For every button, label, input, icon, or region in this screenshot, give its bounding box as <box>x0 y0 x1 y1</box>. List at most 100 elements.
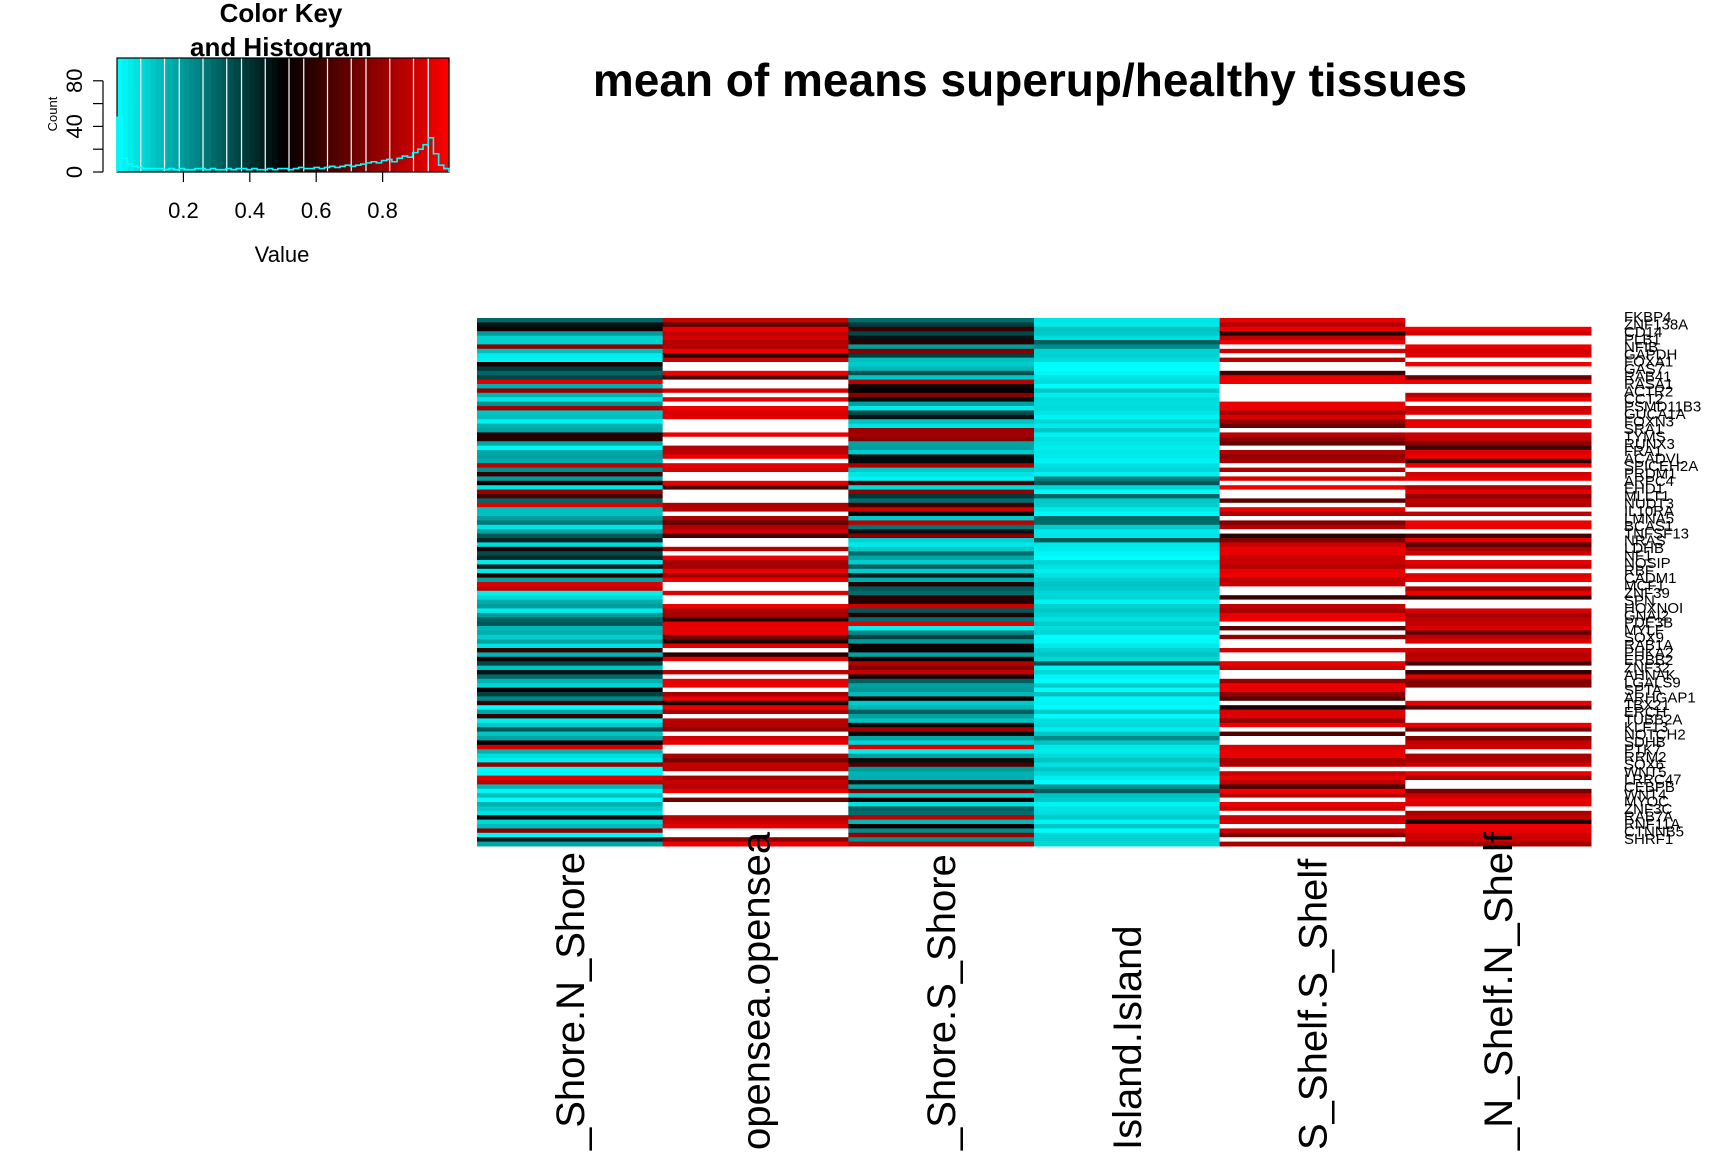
heatmap-cell <box>1034 542 1221 548</box>
color-key-swatch <box>371 58 378 172</box>
heatmap-cell <box>662 441 849 447</box>
heatmap-cell <box>477 366 664 372</box>
heatmap-cell <box>1219 326 1406 332</box>
heatmap-cell <box>1034 630 1221 636</box>
heatmap-cell <box>1219 432 1406 438</box>
heatmap-cell <box>477 582 664 587</box>
row-label: CCT2 <box>1624 391 1663 408</box>
heatmap-cell <box>662 410 849 416</box>
heatmap-cell <box>477 577 664 583</box>
heatmap-cell <box>1034 529 1221 535</box>
heatmap-cell <box>662 419 849 425</box>
heatmap-cell <box>848 520 1035 526</box>
heatmap-cell <box>662 797 849 803</box>
heatmap-cell <box>477 485 664 491</box>
heatmap-cell <box>1219 692 1406 697</box>
row-label: SPTA <box>1624 682 1662 699</box>
color-key-xtick-label: 0.6 <box>301 198 332 223</box>
heatmap-cell <box>1219 731 1406 737</box>
heatmap-cell <box>1219 489 1406 495</box>
chart-title: mean of means superup/healthy tissues <box>593 54 1467 106</box>
heatmap-cell <box>662 546 849 552</box>
color-key-swatch <box>382 58 389 172</box>
heatmap-cell <box>1034 758 1221 763</box>
color-key-swatch <box>177 58 184 172</box>
heatmap-cell <box>477 665 664 671</box>
heatmap-cell <box>477 546 664 552</box>
heatmap-cell <box>477 604 664 609</box>
heatmap-cell <box>1219 520 1406 526</box>
row-label: NFIB <box>1624 339 1658 356</box>
row-label: WNT5 <box>1624 764 1667 781</box>
heatmap-cell <box>1405 810 1592 816</box>
row-label: IL10RA <box>1624 503 1674 520</box>
heatmap-cell <box>848 502 1035 508</box>
heatmap-cell <box>1219 516 1406 521</box>
heatmap-cell <box>1405 340 1592 345</box>
heatmap-cell <box>477 423 664 429</box>
heatmap-cell <box>1405 784 1592 790</box>
color-key-swatch <box>288 58 295 172</box>
row-label: SHRF1 <box>1624 831 1673 848</box>
heatmap-cell <box>1034 564 1221 570</box>
heatmap-cell <box>662 802 849 807</box>
row-label: BCAS1 <box>1624 518 1673 535</box>
heatmap-cell <box>1034 718 1221 724</box>
heatmap-cell <box>1405 450 1592 455</box>
heatmap-cell <box>1219 357 1406 363</box>
row-label: ZNF3C <box>1624 801 1673 818</box>
heatmap-cell <box>1034 819 1221 825</box>
heatmap-cell <box>1219 401 1406 407</box>
heatmap-cell <box>477 340 664 345</box>
heatmap-cell <box>477 564 664 570</box>
heatmap-cell <box>1219 700 1406 706</box>
heatmap-cell <box>848 401 1035 407</box>
heatmap-cell <box>477 454 664 460</box>
heatmap-cell <box>1034 318 1221 323</box>
heatmap-cell <box>662 604 849 609</box>
heatmap-cell <box>1405 432 1592 438</box>
color-key-histogram-line <box>116 116 450 172</box>
heatmap-cell <box>662 758 849 763</box>
heatmap-cell <box>1219 652 1406 658</box>
heatmap-cell <box>662 463 849 469</box>
heatmap-cell <box>1034 621 1221 627</box>
row-label: SRA1 <box>1624 421 1663 438</box>
heatmap-cell <box>1405 322 1592 328</box>
heatmap-cell <box>1219 463 1406 469</box>
row-label: RNF11A <box>1624 816 1680 833</box>
heatmap-cell <box>1405 626 1592 631</box>
color-key-swatch <box>216 58 223 172</box>
heatmap-cell <box>477 379 664 385</box>
heatmap-cell <box>477 740 664 746</box>
heatmap-cell <box>1405 617 1592 623</box>
heatmap-cell <box>1034 806 1221 812</box>
row-label: LGALS9 <box>1624 674 1681 691</box>
heatmap-cell <box>662 824 849 829</box>
color-key-swatch <box>360 58 367 172</box>
heatmap-cell <box>1219 348 1406 354</box>
heatmap-cell <box>1405 819 1592 825</box>
heatmap-cell <box>1219 648 1406 653</box>
heatmap-cell <box>1405 802 1592 807</box>
heatmap-cell <box>662 586 849 592</box>
heatmap-cell <box>662 454 849 460</box>
heatmap-cell <box>848 357 1035 363</box>
heatmap-cell <box>477 507 664 513</box>
heatmap-cell <box>1034 832 1221 838</box>
heatmap-cell <box>1034 696 1221 702</box>
heatmap-cell <box>662 379 849 385</box>
heatmap-cell <box>1405 639 1592 645</box>
heatmap-cell <box>1219 366 1406 372</box>
heatmap-cell <box>1219 674 1406 680</box>
heatmap-cell <box>1405 335 1592 341</box>
heatmap-cell <box>848 802 1035 807</box>
heatmap-cell <box>1034 445 1221 451</box>
heatmap-cell <box>1034 489 1221 495</box>
heatmap-cell <box>848 590 1035 596</box>
heatmap-cell <box>1219 582 1406 587</box>
heatmap-cell <box>1405 793 1592 799</box>
heatmap-cell <box>1034 401 1221 407</box>
heatmap-cell <box>1405 384 1592 389</box>
heatmap-cell <box>662 577 849 583</box>
